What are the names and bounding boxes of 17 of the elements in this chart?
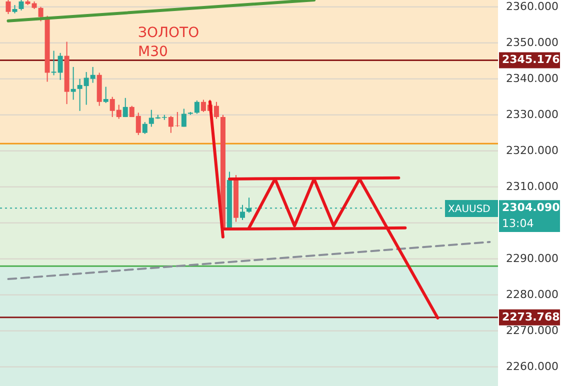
y-tick-label: 2260.000 (506, 360, 558, 373)
y-tick-label: 2320.000 (506, 144, 558, 157)
y-tick-label: 2330.000 (506, 108, 558, 121)
y-tick-label: 2280.000 (506, 288, 558, 301)
y-tick-label: 2290.000 (506, 252, 558, 265)
ref-line-label: 2345.176 (502, 53, 560, 66)
y-tick-label: 2310.000 (506, 180, 558, 193)
y-tick-label: 2340.000 (506, 72, 558, 85)
y-tick-label: 2270.000 (506, 324, 558, 337)
annotation: M30 (138, 44, 168, 60)
y-tick-label: 2360.000 (506, 0, 558, 13)
annotation: ЗОЛОТО (138, 25, 200, 41)
annotation: XAUUSD (448, 204, 491, 215)
text: 13:04 (502, 217, 534, 230)
y-tick-label: 2350.000 (506, 36, 558, 49)
ref-line-label: 2304.090 (502, 201, 560, 214)
ref-line-label: 2273.768 (502, 310, 560, 324)
